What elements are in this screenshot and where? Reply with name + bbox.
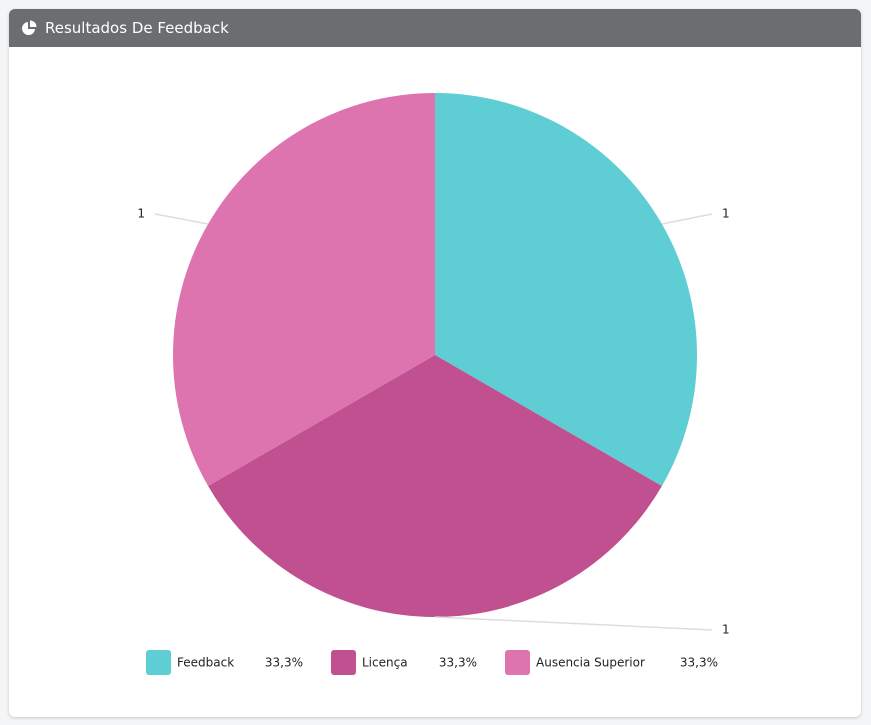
card-title: Resultados De Feedback [45,19,229,37]
slice-label: 1 [722,623,730,637]
slice-label: 1 [137,207,145,221]
legend-swatch [146,650,171,675]
leader-line [661,213,713,225]
legend-label: Feedback [177,656,234,670]
pie-slice [173,93,435,486]
legend-label: Ausencia Superior [536,656,645,670]
pie-slice [435,93,697,486]
card-header: Resultados De Feedback [9,9,861,47]
legend-swatch [331,650,356,675]
legend-label: Licença [362,656,408,670]
pie-icon [22,20,37,35]
leader-line [154,213,209,225]
leader-line [434,616,713,631]
legend-percent: 33,3% [680,656,718,670]
legend-percent: 33,3% [439,656,477,670]
legend-percent: 33,3% [265,656,303,670]
pie-slice [208,355,662,617]
slice-label: 1 [722,207,730,221]
legend-swatch [505,650,530,675]
